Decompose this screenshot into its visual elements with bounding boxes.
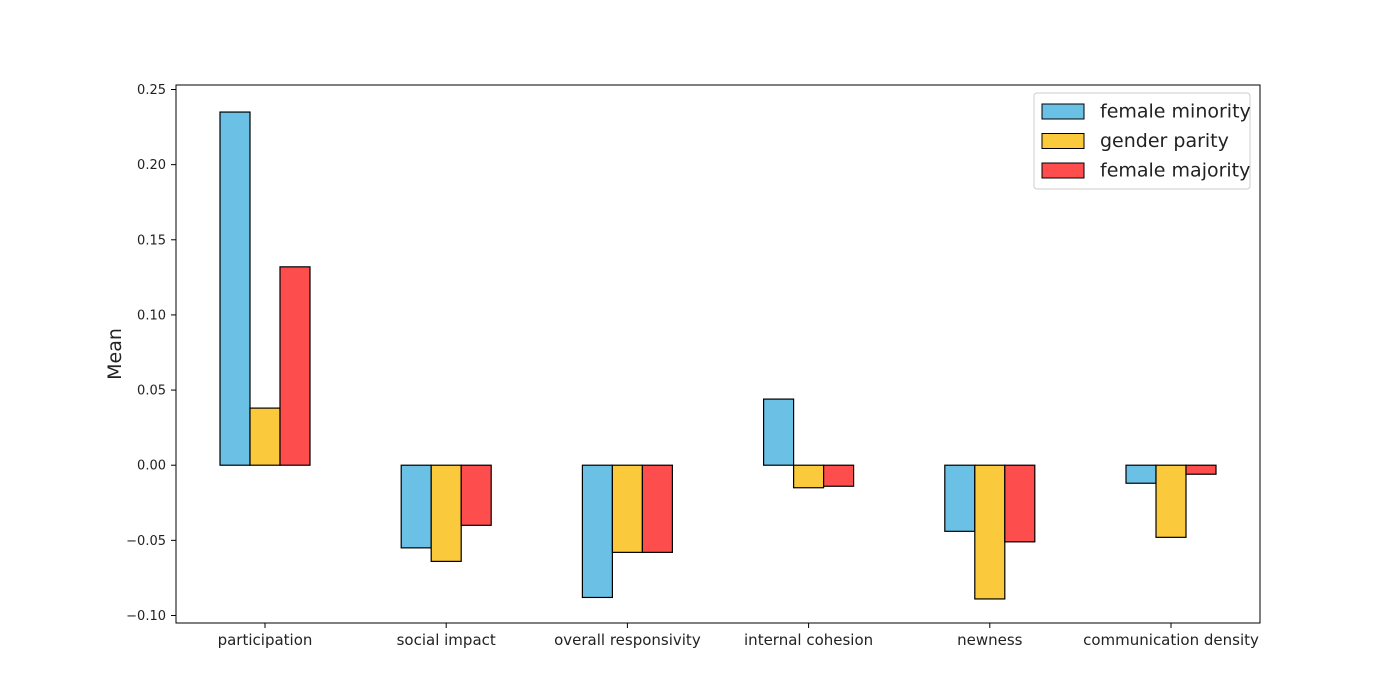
bar: [641, 464, 674, 553]
y-tick-label: 0.25: [137, 83, 166, 98]
bar: [430, 464, 462, 562]
bar: [974, 464, 1006, 600]
bar: [822, 464, 855, 487]
bar: [1185, 464, 1217, 475]
legend: female minority gender parity female major…: [1033, 92, 1251, 190]
x-tick-label: communication density: [1083, 631, 1259, 649]
plot-frame: [175, 84, 1261, 624]
y-tick-label: 0.05: [137, 384, 166, 399]
bar: [1004, 464, 1036, 543]
y-tick-label: 0.10: [137, 308, 166, 323]
bar: [249, 407, 281, 466]
x-tick-label: overall responsivity: [554, 631, 701, 649]
bar: [1155, 464, 1187, 538]
legend-box: [1033, 92, 1251, 190]
bar: [792, 464, 825, 489]
bars-layer: [219, 111, 1217, 600]
x-tick-label: participation: [218, 631, 313, 649]
bar: [1125, 464, 1157, 484]
legend-swatch: [1041, 103, 1085, 120]
y-axis: −0.10 −0.05 0.00 0.05 0.10 0.15 0.20 0.25: [126, 83, 176, 624]
bar: [279, 266, 311, 466]
y-tick-label: 0.00: [137, 459, 166, 474]
legend-swatch: [1041, 133, 1085, 149]
bar: [762, 398, 795, 466]
bar: [581, 464, 614, 599]
bar: [400, 464, 432, 549]
x-tick-label: newness: [957, 631, 1023, 649]
y-tick-label: −0.05: [126, 534, 166, 549]
y-axis-label: Mean: [104, 328, 126, 380]
legend-swatch: [1041, 162, 1085, 179]
bar: [460, 464, 492, 526]
x-axis: participation social impact overall respon…: [218, 623, 1259, 649]
bar: [944, 464, 976, 532]
y-tick-label: 0.20: [137, 158, 166, 173]
bar: [611, 464, 644, 553]
bar: [219, 111, 251, 466]
x-tick-label: internal cohesion: [744, 631, 873, 649]
y-tick-label: 0.15: [137, 233, 166, 248]
legend-label: gender parity: [1100, 130, 1229, 152]
y-tick-label: −0.10: [126, 609, 166, 624]
legend-label: female majority: [1100, 160, 1250, 182]
legend-label: female minority: [1100, 101, 1251, 123]
x-tick-label: social impact: [397, 631, 496, 649]
